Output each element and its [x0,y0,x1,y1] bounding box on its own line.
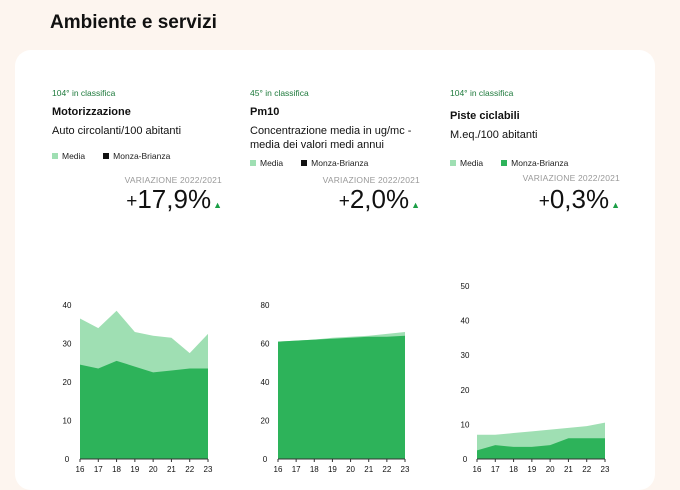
x-tick-label: 19 [328,465,337,474]
x-tick-label: 22 [185,465,194,474]
variation-sign: + [126,191,138,212]
panel-pm10: 45° in classifica Pm10 Concentrazione me… [250,50,440,474]
x-tick-label: 18 [509,465,518,474]
area-monza-brianza [278,335,405,459]
x-tick-label: 17 [491,465,500,474]
x-tick-label: 19 [130,465,139,474]
x-tick-label: 21 [167,465,176,474]
area-monza-brianza [477,438,605,459]
y-tick-label: 20 [261,417,270,426]
rank-label: 104° in classifica [450,88,514,98]
indicator-title: Motorizzazione [52,106,131,118]
legend-swatch-media [52,153,58,159]
triangle-up-icon: ▲ [611,200,620,210]
x-tick-label: 20 [149,465,158,474]
chart-pm10: 0 20 40 60 80 16 17 18 19 20 21 22 23 [261,301,410,474]
variation-value: + 0,3% ▲ [539,184,620,215]
y-tick-label: 60 [261,340,270,349]
x-tick-label: 21 [564,465,573,474]
variation-number: 0,3% [549,184,610,214]
panel-motorizzazione: 104° in classifica Motorizzazione Auto c… [52,50,242,474]
legend-label-monza: Monza-Brianza [113,151,171,161]
variation-label: VARIAZIONE 2022/2021 [124,175,222,185]
x-tick-label: 21 [364,465,373,474]
x-tick-label: 18 [112,465,121,474]
legend: Media Monza-Brianza [450,158,582,168]
x-tick-label: 19 [527,465,536,474]
legend-swatch-monza [501,160,508,166]
x-tick-label: 17 [292,465,301,474]
legend-swatch-media [250,160,256,166]
indicator-subtitle: Auto circolanti/100 abitanti [52,125,182,137]
legend-label-monza: Monza-Brianza [511,158,569,168]
x-tick-label: 23 [401,465,410,474]
y-tick-label: 10 [461,420,470,429]
indicator-title: Pm10 [250,106,280,118]
y-tick-label: 40 [261,378,270,387]
legend: Media Monza-Brianza [52,151,184,161]
triangle-up-icon: ▲ [213,200,222,210]
variation-value: + 2,0% ▲ [339,184,420,215]
y-tick-label: 30 [461,351,470,360]
x-tick-label: 22 [582,465,591,474]
y-tick-label: 30 [63,340,72,349]
y-tick-label: 0 [463,455,468,464]
legend-label-media: Media [260,158,284,168]
indicator-subtitle: M.eq./100 abitanti [450,129,538,141]
legend-label-media: Media [460,158,484,168]
legend-swatch-media [450,160,456,166]
y-tick-label: 10 [63,417,72,426]
x-tick-label: 18 [310,465,319,474]
x-tick-label: 20 [546,465,555,474]
legend-swatch-monza [301,160,308,166]
legend-label-media: Media [62,151,86,161]
y-tick-label: 50 [461,282,470,291]
chart-motorizzazione: 0 10 20 30 40 16 17 18 19 20 21 22 23 [63,301,213,474]
y-tick-label: 80 [261,301,270,310]
variation-sign: + [538,191,550,212]
x-tick-label: 23 [601,465,610,474]
y-tick-label: 20 [63,378,72,387]
y-tick-label: 40 [461,317,470,326]
legend: Media Monza-Brianza [250,158,382,168]
y-tick-label: 20 [461,386,470,395]
rank-label: 104° in classifica [52,88,116,98]
y-tick-label: 40 [63,301,72,310]
x-tick-label: 16 [274,465,283,474]
x-tick-label: 20 [346,465,355,474]
legend-label-monza: Monza-Brianza [311,158,369,168]
rank-label: 45° in classifica [250,88,309,98]
panel-piste-ciclabili: 104° in classifica Piste ciclabili M.eq.… [450,50,640,474]
variation-label: VARIAZIONE 2022/2021 [322,175,420,185]
variation-number: 17,9% [137,184,212,214]
legend-swatch-monza [103,153,110,159]
x-tick-label: 23 [204,465,213,474]
x-tick-label: 16 [76,465,85,474]
x-tick-label: 16 [473,465,482,474]
y-tick-label: 0 [65,455,70,464]
variation-sign: + [338,191,350,212]
section-title: Ambiente e servizi [50,12,217,33]
area-monza-brianza [80,360,208,459]
x-tick-label: 17 [94,465,103,474]
variation-number: 2,0% [349,184,410,214]
variation-value: + 17,9% ▲ [126,184,222,215]
indicator-subtitle: Concentrazione media in ug/mc - media de… [250,125,412,151]
variation-label: VARIAZIONE 2022/2021 [522,173,620,183]
indicators-card: 104° in classifica Motorizzazione Auto c… [15,50,655,490]
indicator-title: Piste ciclabili [450,110,520,122]
y-tick-label: 0 [263,455,268,464]
triangle-up-icon: ▲ [411,200,420,210]
chart-piste-ciclabili: 0 10 20 30 40 50 16 17 18 19 20 21 22 23 [461,282,610,474]
x-tick-label: 22 [382,465,391,474]
